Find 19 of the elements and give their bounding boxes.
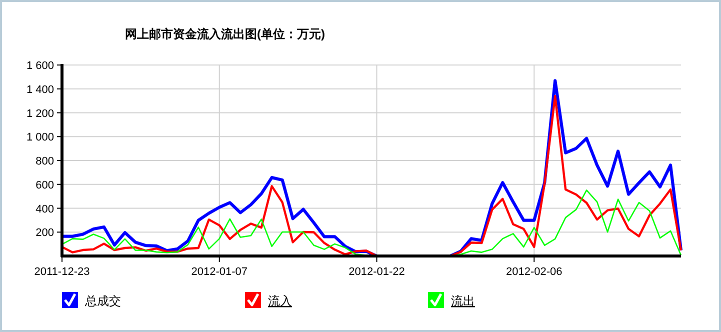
chart-title: 网上邮市资金流入流出图(单位：万元) [125, 27, 325, 41]
legend-label: 流出 [451, 294, 475, 308]
y-tick-label: 1 600 [26, 60, 54, 72]
y-tick-label: 400 [36, 203, 54, 216]
y-tick-label: 1 200 [26, 108, 54, 120]
x-tick-label: 2012-01-22 [348, 266, 405, 278]
legend-label: 总成交 [84, 294, 121, 308]
legend-label: 流入 [268, 294, 292, 308]
y-tick-label: 600 [36, 179, 54, 192]
x-tick-label: 2012-01-07 [191, 266, 248, 278]
y-tick-label: 800 [36, 156, 54, 168]
legend-item: 总成交 [62, 292, 121, 308]
legend-item: 流入 [245, 292, 292, 308]
x-tick-label: 2012-02-06 [506, 266, 562, 278]
y-tick-label: 1 400 [26, 84, 54, 96]
y-tick-label: 1 000 [26, 132, 54, 144]
x-tick-label: 2011-12-23 [34, 266, 90, 278]
y-tick-label: 200 [36, 227, 54, 240]
legend-item: 流出 [428, 292, 475, 308]
